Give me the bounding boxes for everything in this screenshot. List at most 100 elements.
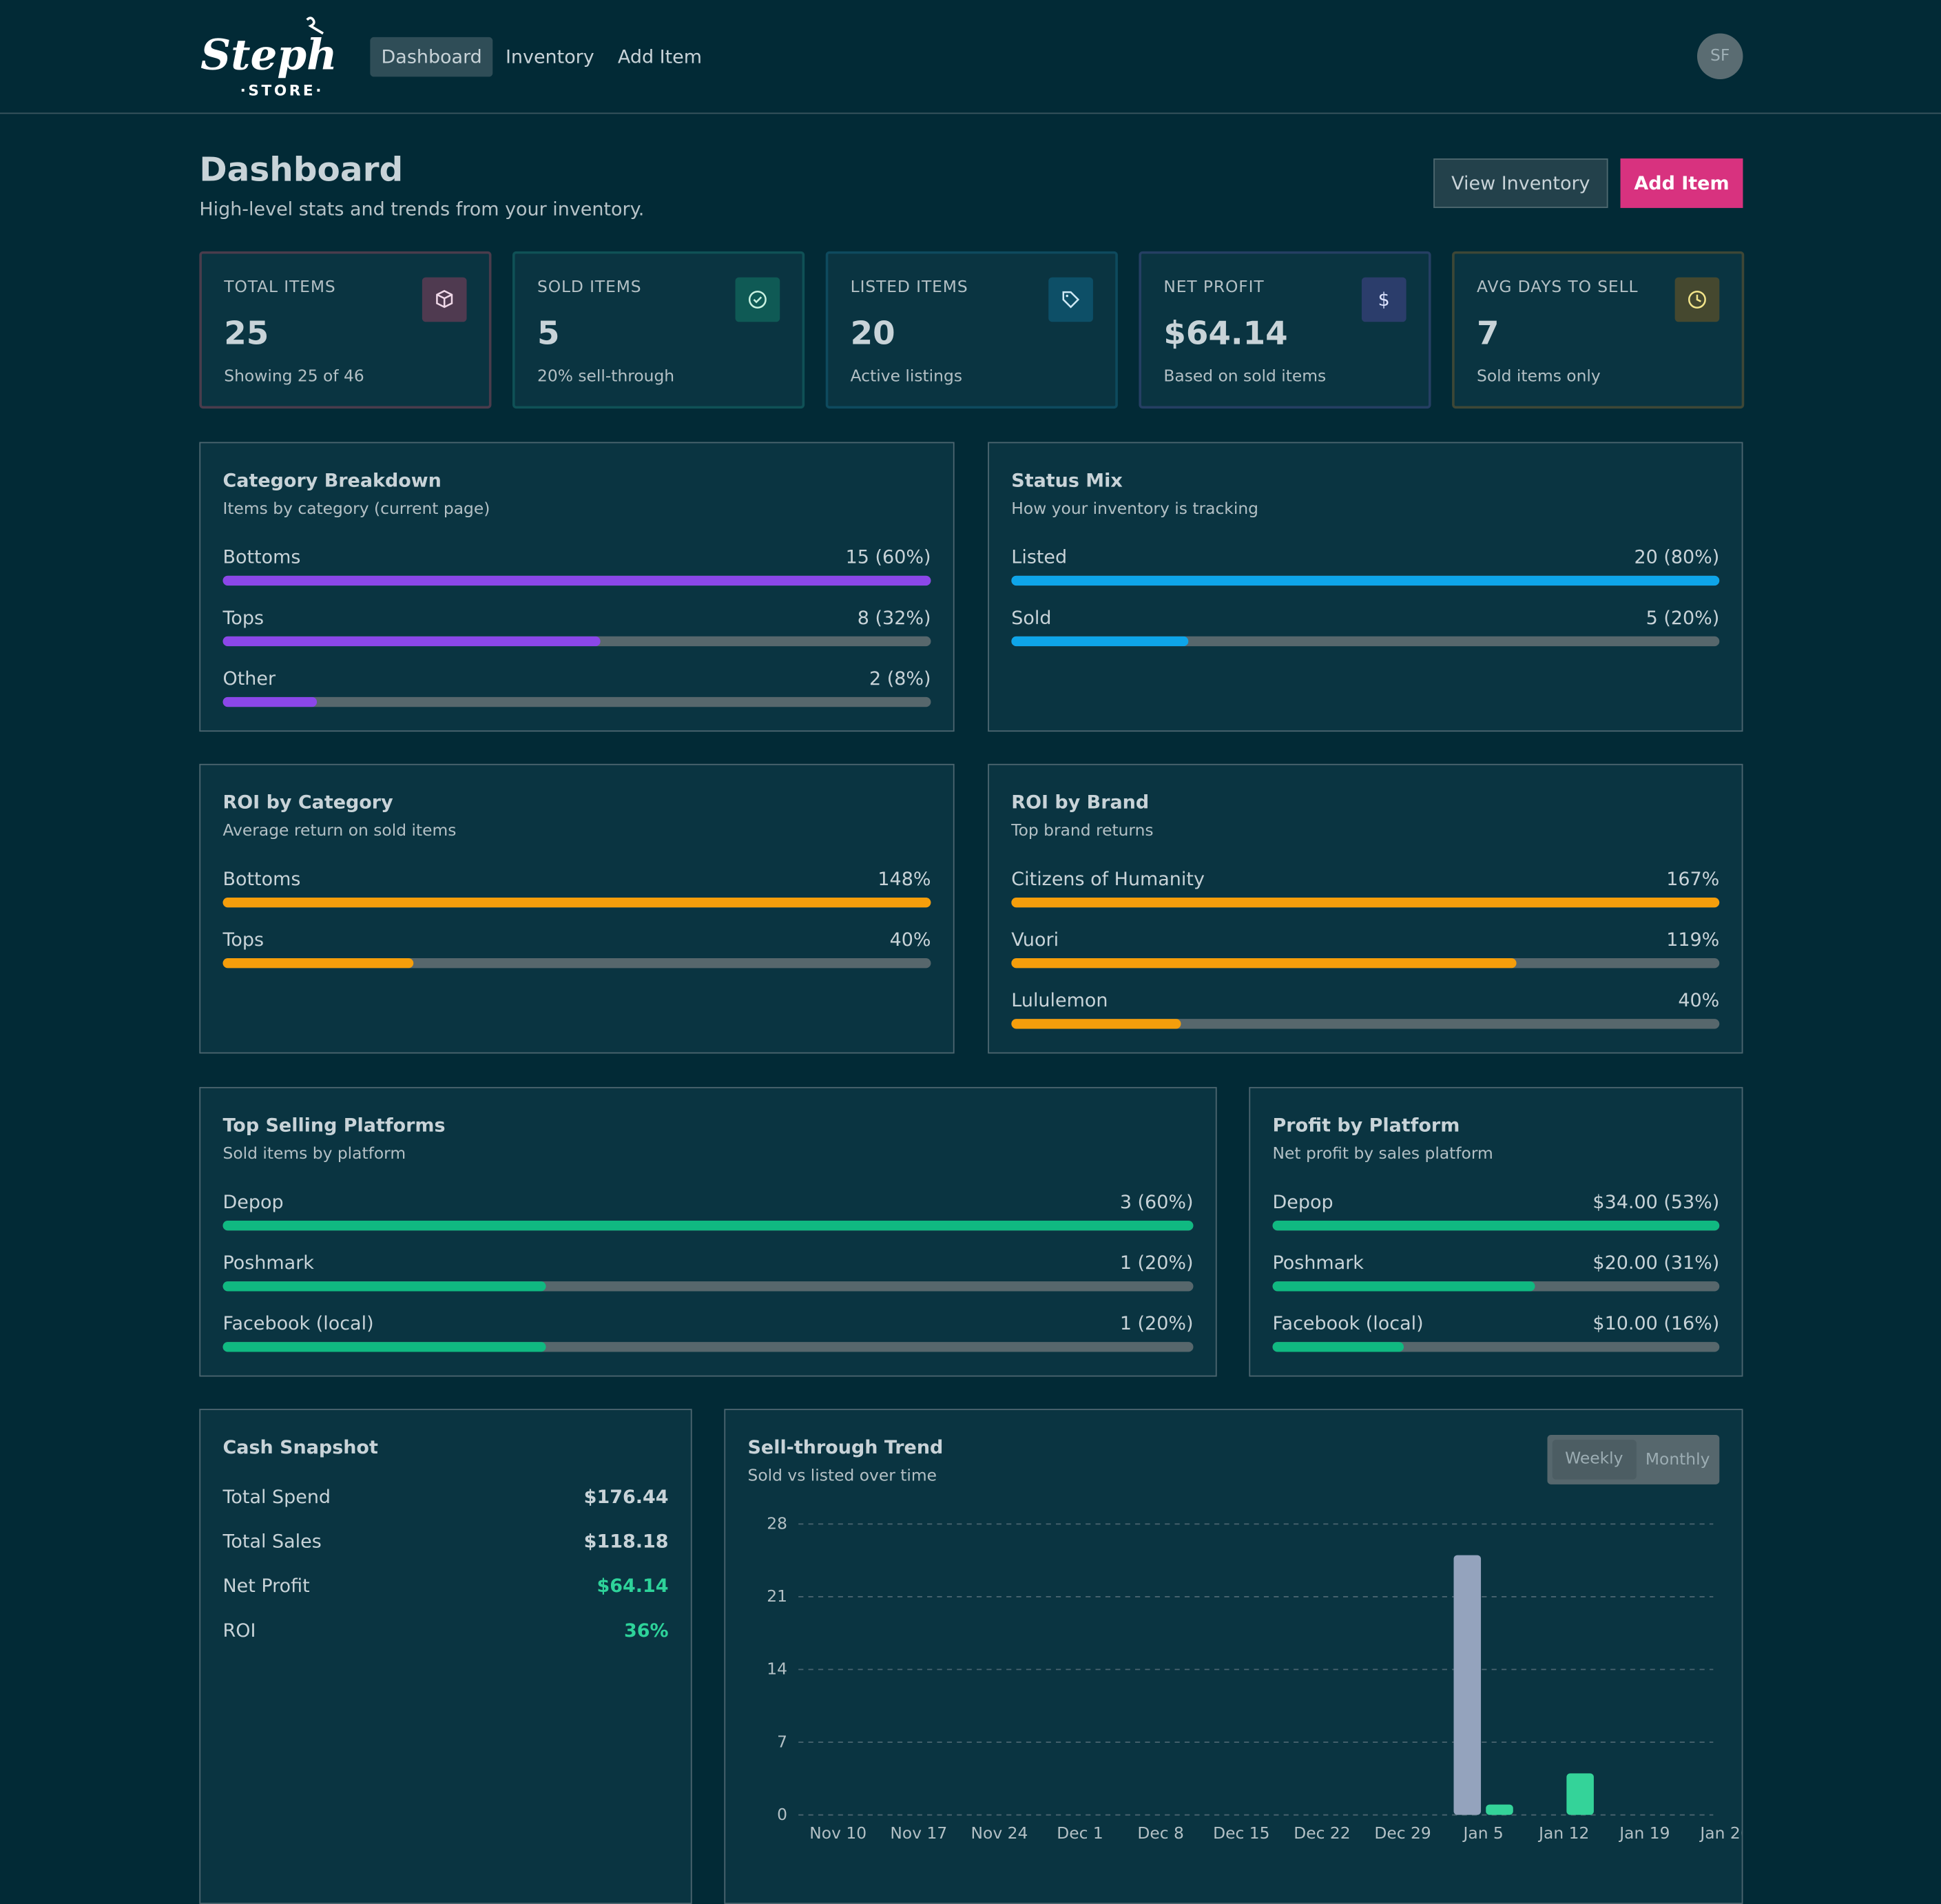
progress-track	[1011, 958, 1720, 969]
progress-fill	[1011, 636, 1189, 647]
stat-card: LISTED ITEMS 20 Active listings	[825, 251, 1118, 409]
clock-icon	[1674, 277, 1720, 322]
page-header: Dashboard High-level stats and trends fr…	[199, 151, 644, 220]
cash-label: Total Spend	[222, 1485, 331, 1508]
toggle-monthly[interactable]: Monthly	[1645, 1450, 1710, 1469]
nav-dashboard[interactable]: Dashboard	[370, 37, 493, 77]
x-tick-label: Nov 24	[971, 1823, 1028, 1843]
card-subtitle: Items by category (current page)	[222, 500, 490, 519]
bar-row: Listed 20 (80%)	[1011, 546, 1720, 588]
progress-fill	[1272, 1281, 1535, 1292]
sell-through-trend-card: Sell-through Trend Sold vs listed over t…	[724, 1409, 1743, 1904]
x-tick-label: Dec 1	[1057, 1823, 1103, 1843]
top-selling-platforms-card: Top Selling Platforms Sold items by platf…	[199, 1086, 1217, 1377]
dollar-icon: $	[1361, 277, 1407, 322]
add-item-button[interactable]: Add Item	[1620, 158, 1743, 208]
stat-value: 7	[1477, 315, 1499, 353]
cash-value: $118.18	[583, 1530, 669, 1553]
x-tick-label: Nov 17	[890, 1823, 947, 1843]
bar-value: 8 (32%)	[857, 606, 931, 629]
bar-value: $20.00 (31%)	[1592, 1251, 1720, 1274]
x-tick-label: Jan 26	[1699, 1823, 1741, 1843]
card-title: Status Mix	[1011, 469, 1123, 492]
progress-track	[1011, 636, 1720, 647]
bar-row: Other 2 (8%)	[222, 668, 931, 710]
stat-value: 25	[224, 315, 269, 353]
progress-track	[222, 1342, 1194, 1352]
stat-label: LISTED ITEMS	[850, 278, 968, 298]
bar-value: $10.00 (16%)	[1592, 1312, 1720, 1335]
stat-label: AVG DAYS TO SELL	[1477, 278, 1639, 298]
nav-add-item[interactable]: Add Item	[617, 45, 703, 68]
svg-text:$: $	[1378, 290, 1390, 310]
nav-inventory[interactable]: Inventory	[505, 45, 594, 68]
period-toggle: Weekly Monthly	[1547, 1434, 1720, 1484]
chart-bar[interactable]	[1486, 1804, 1513, 1815]
avatar[interactable]: SF	[1696, 33, 1743, 80]
bar-row: Tops 8 (32%)	[222, 607, 931, 649]
progress-fill	[1011, 1019, 1182, 1029]
roi-by-brand-card: ROI by Brand Top brand returns Citizens of…	[988, 763, 1743, 1054]
bar-value: $34.00 (53%)	[1592, 1190, 1720, 1214]
x-tick-label: Dec 29	[1374, 1823, 1431, 1843]
bar-value: 40%	[1678, 989, 1720, 1012]
bar-row: Sold 5 (20%)	[1011, 606, 1720, 649]
toggle-weekly[interactable]: Weekly	[1552, 1440, 1636, 1480]
bar-row: Depop $34.00 (53%)	[1272, 1190, 1720, 1233]
progress-track	[1011, 575, 1720, 586]
y-tick-label: 7	[777, 1732, 787, 1751]
progress-track	[1011, 897, 1720, 908]
roi-by-category-card: ROI by Category Average return on sold it…	[199, 763, 955, 1054]
progress-fill	[1272, 1342, 1404, 1352]
status-mix-card: Status Mix How your inventory is tracking…	[988, 442, 1743, 732]
stat-card: SOLD ITEMS 5 20% sell-through	[512, 251, 805, 409]
cash-row: Net Profit $64.14	[222, 1575, 668, 1600]
x-tick-label: Nov 10	[809, 1823, 866, 1843]
bar-label: Facebook (local)	[1272, 1312, 1424, 1335]
progress-track	[222, 696, 931, 707]
card-title: ROI by Category	[222, 791, 393, 814]
progress-fill	[222, 636, 601, 647]
chart-bar[interactable]	[1453, 1555, 1482, 1815]
profit-by-platform-card: Profit by Platform Net profit by sales pl…	[1249, 1086, 1743, 1377]
chart-bar[interactable]	[1566, 1773, 1594, 1815]
bar-value: 119%	[1666, 928, 1720, 951]
progress-track	[222, 897, 931, 908]
card-subtitle: Average return on sold items	[222, 822, 457, 841]
cash-row: Total Spend $176.44	[222, 1486, 668, 1511]
y-tick-label: 28	[767, 1514, 787, 1533]
progress-fill	[222, 575, 931, 586]
bar-label: Facebook (local)	[222, 1312, 374, 1335]
progress-track	[1272, 1281, 1720, 1292]
stat-value: $64.14	[1163, 315, 1288, 353]
stat-card: TOTAL ITEMS 25 Showing 25 of 46	[199, 251, 492, 409]
bar-value: 5 (20%)	[1646, 606, 1720, 629]
cash-snapshot-card: Cash Snapshot Total Spend $176.44 Total Sa…	[199, 1409, 692, 1904]
page-title: Dashboard	[199, 151, 404, 189]
page-subtitle: High-level stats and trends from your in…	[199, 198, 645, 220]
bar-row: Bottoms 148%	[222, 868, 931, 910]
bar-row: Citizens of Humanity 167%	[1011, 868, 1720, 910]
bar-label: Tops	[222, 606, 264, 629]
box-icon	[422, 277, 467, 322]
stephs-store-logo[interactable]: Steph's ·STORE·	[198, 15, 340, 99]
bar-label: Bottoms	[222, 867, 301, 891]
cash-label: ROI	[222, 1619, 256, 1642]
y-tick-label: 21	[767, 1586, 787, 1606]
stat-subtext: 20% sell-through	[537, 367, 675, 386]
bar-label: Poshmark	[1272, 1251, 1364, 1274]
bar-value: 148%	[878, 867, 931, 891]
stat-label: NET PROFIT	[1163, 278, 1265, 298]
card-subtitle: Sold vs listed over time	[747, 1467, 937, 1486]
tag-icon	[1048, 277, 1093, 322]
bar-row: Poshmark 1 (20%)	[222, 1251, 1194, 1294]
progress-track	[1272, 1342, 1720, 1352]
bar-label: Poshmark	[222, 1251, 314, 1274]
progress-fill	[222, 1281, 546, 1292]
stat-value: 20	[850, 315, 895, 353]
progress-fill	[222, 1221, 1194, 1231]
view-inventory-button[interactable]: View Inventory	[1433, 158, 1608, 208]
progress-track	[222, 1281, 1194, 1292]
progress-fill	[222, 1342, 546, 1352]
cash-label: Total Sales	[222, 1530, 322, 1553]
